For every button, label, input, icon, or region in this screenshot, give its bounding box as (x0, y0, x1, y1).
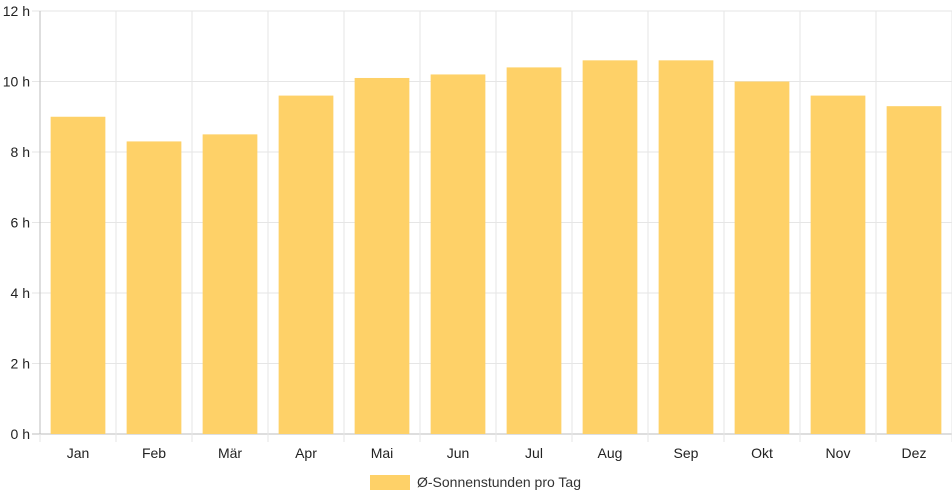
bar-mai[interactable] (354, 77, 410, 434)
y-tick-label: 10 h (3, 74, 30, 90)
bar-okt[interactable] (734, 81, 790, 435)
x-tick-label: Jun (447, 445, 470, 461)
y-tick-label: 12 h (3, 3, 30, 19)
x-tick-label: Sep (674, 445, 699, 461)
legend-swatch[interactable] (370, 475, 410, 490)
x-tick-label: Nov (826, 445, 851, 461)
bar-apr[interactable] (278, 95, 334, 434)
bar-mär[interactable] (202, 134, 258, 434)
bar-sep[interactable] (658, 60, 714, 434)
y-tick-label: 6 h (11, 215, 30, 231)
grid-lines (32, 10, 952, 442)
x-tick-label: Jul (525, 445, 543, 461)
x-axis-tick-labels: Jan Feb Mär Apr Mai Jun Jul Aug Sep Okt Nov Dez (67, 445, 927, 461)
x-tick-label: Okt (751, 445, 773, 461)
bars-group (50, 60, 942, 435)
y-axis-tick-labels: 0 h 2 h 4 h 6 h 8 h 10 h 12 h (3, 3, 30, 442)
y-tick-label: 4 h (11, 285, 30, 301)
bar-jul[interactable] (506, 67, 562, 435)
x-tick-label: Dez (902, 445, 927, 461)
bar-jan[interactable] (50, 116, 106, 434)
legend[interactable]: Ø-Sonnenstunden pro Tag (370, 474, 581, 490)
bar-nov[interactable] (810, 95, 866, 434)
bar-dez[interactable] (886, 106, 942, 435)
y-tick-label: 0 h (11, 426, 30, 442)
x-tick-label: Aug (598, 445, 623, 461)
y-tick-label: 8 h (11, 144, 30, 160)
x-tick-label: Apr (295, 445, 317, 461)
x-tick-label: Mai (371, 445, 394, 461)
bar-aug[interactable] (582, 60, 638, 434)
x-tick-label: Jan (67, 445, 90, 461)
y-tick-label: 2 h (11, 356, 30, 372)
bar-jun[interactable] (430, 74, 486, 434)
legend-label[interactable]: Ø-Sonnenstunden pro Tag (417, 474, 581, 490)
x-tick-label: Feb (142, 445, 166, 461)
bar-feb[interactable] (126, 141, 182, 435)
x-tick-label: Mär (218, 445, 242, 461)
